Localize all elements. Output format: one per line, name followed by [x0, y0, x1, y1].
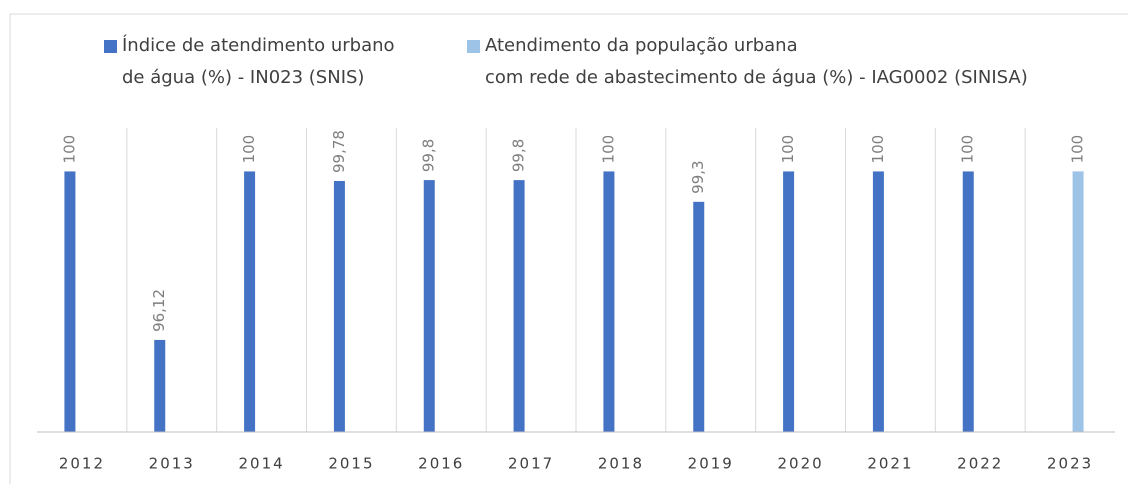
value-label: 99,8	[420, 139, 438, 172]
value-label: 100	[959, 135, 977, 164]
legend-item: Atendimento da população urbana com rede…	[467, 30, 1028, 94]
value-label: 96,12	[150, 289, 168, 332]
bar	[154, 339, 166, 432]
x-tick-label: 2018	[598, 455, 644, 473]
value-label: 100	[60, 135, 78, 164]
value-label: 100	[869, 135, 887, 164]
value-label: 99,8	[510, 139, 528, 172]
bar	[333, 180, 345, 432]
x-tick-label: 2021	[867, 455, 913, 473]
x-tick-label: 2020	[777, 455, 823, 473]
x-tick-label: 2014	[238, 455, 284, 473]
bar	[513, 180, 525, 432]
x-tick-label: 2022	[957, 455, 1003, 473]
bar	[783, 171, 795, 432]
value-label: 100	[240, 135, 258, 164]
bar	[423, 180, 435, 432]
legend-item: Índice de atendimento urbano de água (%)…	[104, 30, 395, 94]
legend-swatch	[104, 40, 117, 53]
value-label: 99,3	[689, 160, 707, 193]
x-tick-label: 2023	[1047, 455, 1093, 473]
bar	[603, 171, 615, 432]
bar	[872, 171, 884, 432]
x-tick-label: 2016	[418, 455, 464, 473]
legend-swatch	[467, 40, 480, 53]
value-label: 100	[1069, 135, 1087, 164]
bar	[962, 171, 974, 432]
value-label: 99,78	[330, 130, 348, 173]
x-tick-label: 2017	[508, 455, 554, 473]
x-tick-label: 2019	[688, 455, 734, 473]
bar	[64, 171, 76, 432]
bar	[693, 201, 705, 432]
value-label: 100	[599, 135, 617, 164]
bar	[244, 171, 256, 432]
x-tick-label: 2015	[328, 455, 374, 473]
x-tick-label: 2013	[149, 455, 195, 473]
legend-label: Atendimento da população urbana com rede…	[485, 35, 1028, 88]
legend-label: Índice de atendimento urbano de água (%)…	[122, 35, 395, 88]
bar	[1072, 171, 1084, 432]
x-tick-label: 2012	[59, 455, 105, 473]
value-label: 100	[779, 135, 797, 164]
